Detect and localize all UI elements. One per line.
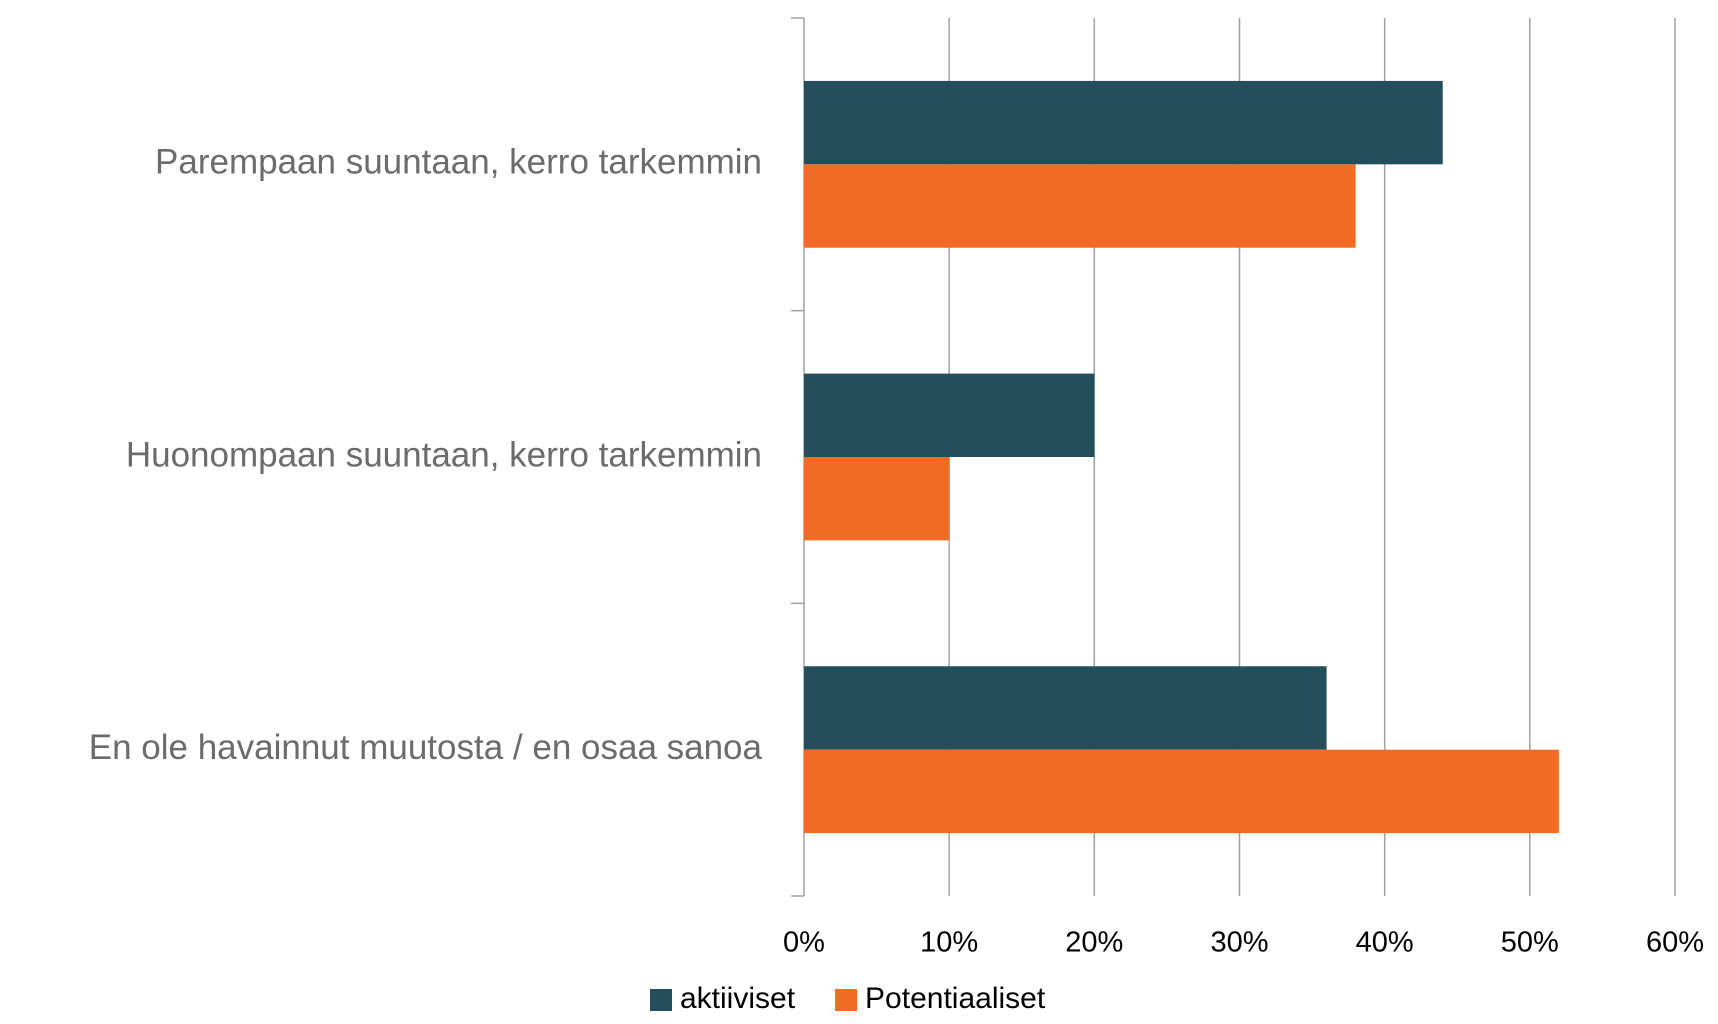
bar — [804, 80, 1443, 165]
x-tick-label: 50% — [1501, 927, 1559, 959]
legend-label: aktiiviset — [680, 982, 796, 1015]
bar — [804, 666, 1327, 750]
x-tick-label: 10% — [920, 927, 978, 959]
category-label: Huonompaan suuntaan, kerro tarkemmin — [126, 435, 762, 474]
x-tick-label: 60% — [1646, 927, 1704, 959]
x-tick-label: 0% — [783, 927, 825, 959]
x-tick-label: 20% — [1065, 927, 1123, 959]
bar — [804, 749, 1559, 834]
bar — [804, 164, 1356, 248]
legend-swatch — [650, 989, 672, 1011]
legend-swatch — [835, 989, 858, 1011]
bar — [804, 457, 950, 541]
legend-label: Potentiaaliset — [865, 982, 1046, 1015]
bar — [804, 373, 1095, 457]
category-label: Parempaan suuntaan, kerro tarkemmin — [155, 143, 762, 182]
x-tick-label: 30% — [1210, 927, 1268, 959]
x-tick-label: 40% — [1356, 927, 1414, 959]
category-label: En ole havainnut muutosta / en osaa sano… — [89, 728, 763, 767]
